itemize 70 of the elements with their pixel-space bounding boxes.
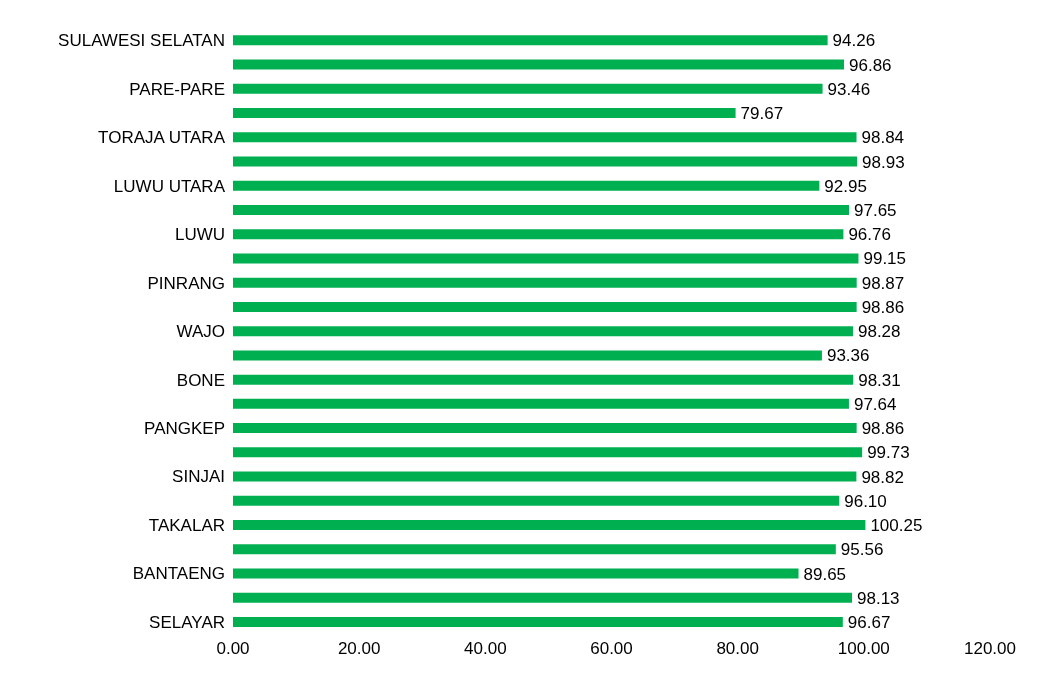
bar	[233, 35, 828, 46]
bar	[233, 374, 854, 385]
bar	[233, 544, 836, 555]
x-tick-label: 60.00	[590, 639, 633, 659]
bar	[233, 568, 799, 579]
y-tick-label: WAJO	[176, 322, 225, 342]
y-tick-label: PARE-PARE	[129, 79, 225, 99]
data-label: 98.13	[857, 588, 900, 608]
data-label: 96.67	[847, 613, 891, 633]
data-label: 89.65	[803, 564, 847, 584]
bar	[233, 59, 845, 70]
data-label: 93.46	[827, 79, 871, 99]
data-label: 94.26	[832, 31, 876, 51]
bar	[233, 398, 849, 409]
y-tick-label: PANGKEP	[144, 418, 225, 438]
data-label: 98.28	[857, 322, 901, 342]
bar	[233, 301, 857, 312]
bar	[233, 107, 736, 118]
bar	[233, 180, 820, 191]
y-tick-label: LUWU UTARA	[113, 176, 226, 196]
y-tick-label: BANTAENG	[132, 564, 225, 584]
bar	[233, 204, 850, 215]
bar	[233, 83, 823, 94]
data-label: 96.76	[848, 225, 891, 245]
data-label: 92.95	[824, 176, 867, 196]
data-label: 98.93	[862, 152, 905, 172]
bar	[233, 471, 857, 482]
y-tick-label: PINRANG	[147, 273, 225, 293]
bar	[233, 617, 843, 628]
data-label: 98.87	[861, 273, 905, 293]
y-tick-label: TAKALAR	[148, 515, 225, 535]
x-tick-label: 100.00	[837, 639, 890, 659]
data-label: 97.64	[853, 394, 897, 414]
x-tick-label: 120.00	[964, 639, 1016, 659]
bar	[233, 277, 857, 288]
x-tick-label: 0.00	[216, 639, 250, 659]
y-tick-label: SELAYAR	[149, 612, 225, 632]
y-tick-label: TORAJA UTARA	[98, 128, 226, 148]
bar	[233, 423, 857, 434]
y-tick-label: SINJAI	[172, 467, 225, 487]
bar	[233, 520, 866, 531]
data-label: 98.86	[861, 419, 905, 439]
data-label: 79.67	[740, 104, 784, 124]
x-tick-label: 40.00	[464, 639, 507, 659]
data-label: 98.31	[858, 370, 901, 390]
data-label: 95.56	[840, 540, 884, 560]
data-label: 97.65	[854, 200, 897, 220]
data-label: 98.84	[861, 128, 905, 148]
data-label: 98.86	[861, 297, 905, 317]
bar	[233, 156, 858, 167]
data-label: 100.25	[870, 516, 923, 536]
bar	[233, 447, 863, 458]
y-tick-label: BONE	[176, 370, 225, 390]
data-label: 98.82	[861, 467, 904, 487]
bar	[233, 495, 840, 506]
y-tick-label: SULAWESI SELATAN	[58, 31, 225, 51]
bar	[233, 326, 853, 337]
bar	[233, 253, 859, 264]
data-label: 96.86	[849, 55, 892, 75]
data-label: 99.15	[863, 249, 907, 269]
y-tick-label: LUWU	[174, 225, 225, 245]
x-tick-label: 20.00	[337, 639, 381, 659]
bar	[233, 132, 857, 143]
bar	[233, 229, 844, 240]
data-label: 96.10	[844, 491, 887, 511]
x-tick-label: 80.00	[716, 639, 759, 659]
data-label: 99.73	[867, 443, 910, 463]
data-label: 93.36	[826, 346, 870, 366]
bar	[233, 350, 822, 361]
bar	[233, 592, 853, 603]
